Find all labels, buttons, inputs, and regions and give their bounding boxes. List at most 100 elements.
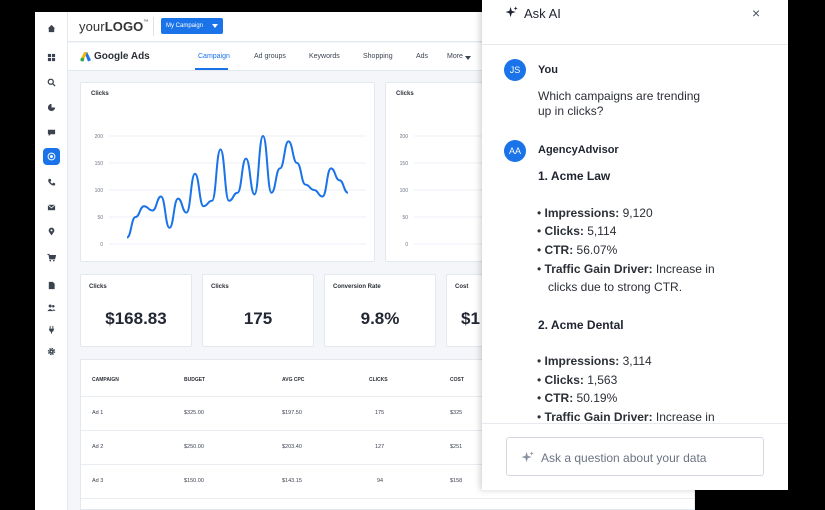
kpi-value: $1 — [461, 309, 480, 328]
cell-cost: $325 — [450, 410, 463, 416]
column-header-budget[interactable]: BUDGET — [184, 377, 206, 383]
kpi-card: Clicks 175 — [202, 274, 314, 347]
clicks-line-chart-card: Clicks 200 150 100 50 0 — [80, 82, 375, 262]
chevron-down-icon — [465, 56, 471, 60]
search-icon[interactable] — [43, 74, 60, 91]
y-tick-label: 0 — [405, 242, 408, 248]
column-header-cost[interactable]: COST — [450, 377, 464, 383]
tab-keywords[interactable]: Keywords — [309, 53, 340, 60]
home-icon[interactable] — [43, 20, 60, 37]
ask-ai-panel: Ask AI × JS You Which campaigns are tren… — [482, 0, 788, 490]
bullet-clicks: • Clicks: 5,114 — [537, 224, 617, 238]
cell-campaign: Ad 1 — [92, 410, 104, 416]
cart-icon[interactable] — [43, 249, 60, 266]
sparkle-icon — [521, 451, 534, 463]
bullet-ctr: • CTR: 56.07% — [537, 243, 618, 257]
close-icon[interactable]: × — [752, 5, 761, 21]
cell-clicks: 94 — [377, 478, 384, 484]
cell-avg-cpc: $197.50 — [282, 410, 302, 416]
cell-cost: $251 — [450, 444, 463, 450]
cell-campaign: Ad 3 — [92, 478, 104, 484]
row-divider — [81, 430, 694, 431]
pie-chart-icon[interactable] — [43, 99, 60, 116]
divider — [153, 17, 154, 36]
column-header-clicks[interactable]: CLICKS — [369, 377, 388, 383]
column-header-campaign[interactable]: CAMPAIGN — [92, 377, 119, 383]
bullet-impressions: • Impressions: 3,114 — [537, 354, 652, 368]
avatar: AA — [504, 140, 526, 162]
chat-icon[interactable] — [43, 124, 60, 141]
document-icon[interactable] — [43, 277, 60, 294]
ask-question-input[interactable]: Ask a question about your data — [506, 437, 764, 476]
left-nav — [35, 12, 68, 510]
target-icon[interactable] — [43, 148, 60, 165]
bullet-driver: • Traffic Gain Driver: Increase in — [537, 410, 715, 424]
plug-icon[interactable] — [43, 321, 60, 338]
user-message-line: up in clicks? — [538, 104, 604, 118]
bullet-impressions: • Impressions: 9,120 — [537, 206, 653, 220]
clicks-line-chart: 200 150 100 50 0 — [95, 134, 366, 248]
kpi-card: Conversion Rate 9.8% — [324, 274, 436, 347]
kpi-value: $168.83 — [105, 309, 167, 328]
result-heading: 2. Acme Dental — [538, 318, 624, 332]
chevron-down-icon — [212, 24, 218, 28]
cell-campaign: Ad 2 — [92, 444, 104, 450]
divider — [482, 44, 788, 45]
kpi-title: Clicks — [211, 284, 229, 290]
campaign-selector-label: My Campaign — [166, 23, 204, 29]
tab-shopping[interactable]: Shopping — [363, 53, 393, 60]
campaign-selector[interactable]: My Campaign — [161, 18, 223, 34]
y-tick-label: 200 — [400, 134, 409, 140]
sparkle-icon — [505, 6, 518, 18]
cell-clicks: 127 — [375, 444, 385, 450]
chart-title: Clicks — [91, 91, 109, 97]
row-divider — [81, 396, 694, 397]
cell-clicks: 175 — [375, 410, 385, 416]
y-tick-label: 200 — [95, 134, 104, 140]
column-header-avg-cpc[interactable]: AVG CPC — [282, 377, 305, 383]
tab-more[interactable]: More — [447, 53, 463, 60]
user-message-line: Which campaigns are trending — [538, 89, 701, 103]
sender-name: AgencyAdvisor — [538, 144, 619, 156]
kpi-card: Clicks $168.83 — [80, 274, 192, 347]
phone-icon[interactable] — [43, 174, 60, 191]
y-tick-label: 150 — [400, 161, 409, 167]
integration-title: Google Ads — [94, 51, 150, 62]
mail-icon[interactable] — [43, 199, 60, 216]
brand-logo: yourLOGO™ — [79, 19, 149, 34]
bullet-clicks: • Clicks: 1,563 — [537, 373, 618, 387]
bullet-ctr: • CTR: 50.19% — [537, 391, 618, 405]
kpi-value: 9.8% — [360, 309, 400, 328]
panel-title: Ask AI — [524, 6, 561, 21]
y-tick-label: 50 — [402, 215, 408, 221]
grid-icon[interactable] — [43, 49, 60, 66]
kpi-value: 175 — [243, 309, 273, 328]
kpi-title: Clicks — [89, 284, 107, 290]
sender-name: You — [538, 64, 558, 76]
bullet-driver-continued: clicks due to strong CTR. — [548, 280, 683, 294]
gear-icon[interactable] — [43, 343, 60, 360]
row-divider — [81, 498, 694, 499]
y-tick-label: 100 — [400, 188, 409, 194]
chart-title: Clicks — [396, 91, 414, 97]
cell-budget: $250.00 — [184, 444, 204, 450]
bullet-driver: • Traffic Gain Driver: Increase in — [537, 262, 715, 276]
result-heading: 1. Acme Law — [538, 169, 611, 183]
cell-avg-cpc: $143.15 — [282, 478, 302, 484]
avatar: JS — [504, 59, 526, 81]
y-tick-label: 150 — [95, 161, 104, 167]
users-icon[interactable] — [43, 299, 60, 316]
cell-cost: $158 — [450, 478, 463, 484]
kpi-title: Conversion Rate — [333, 284, 381, 290]
tab-ad-groups[interactable]: Ad groups — [254, 53, 286, 60]
cell-budget: $325.00 — [184, 410, 204, 416]
tab-ads[interactable]: Ads — [416, 53, 429, 60]
cell-budget: $150.00 — [184, 478, 204, 484]
series-line — [126, 135, 349, 239]
location-pin-icon[interactable] — [43, 223, 60, 240]
tab-campaign[interactable]: Campaign — [198, 53, 230, 60]
kpi-title: Cost — [455, 284, 469, 290]
y-tick-label: 50 — [97, 215, 103, 221]
google-ads-logo-icon — [80, 52, 91, 62]
